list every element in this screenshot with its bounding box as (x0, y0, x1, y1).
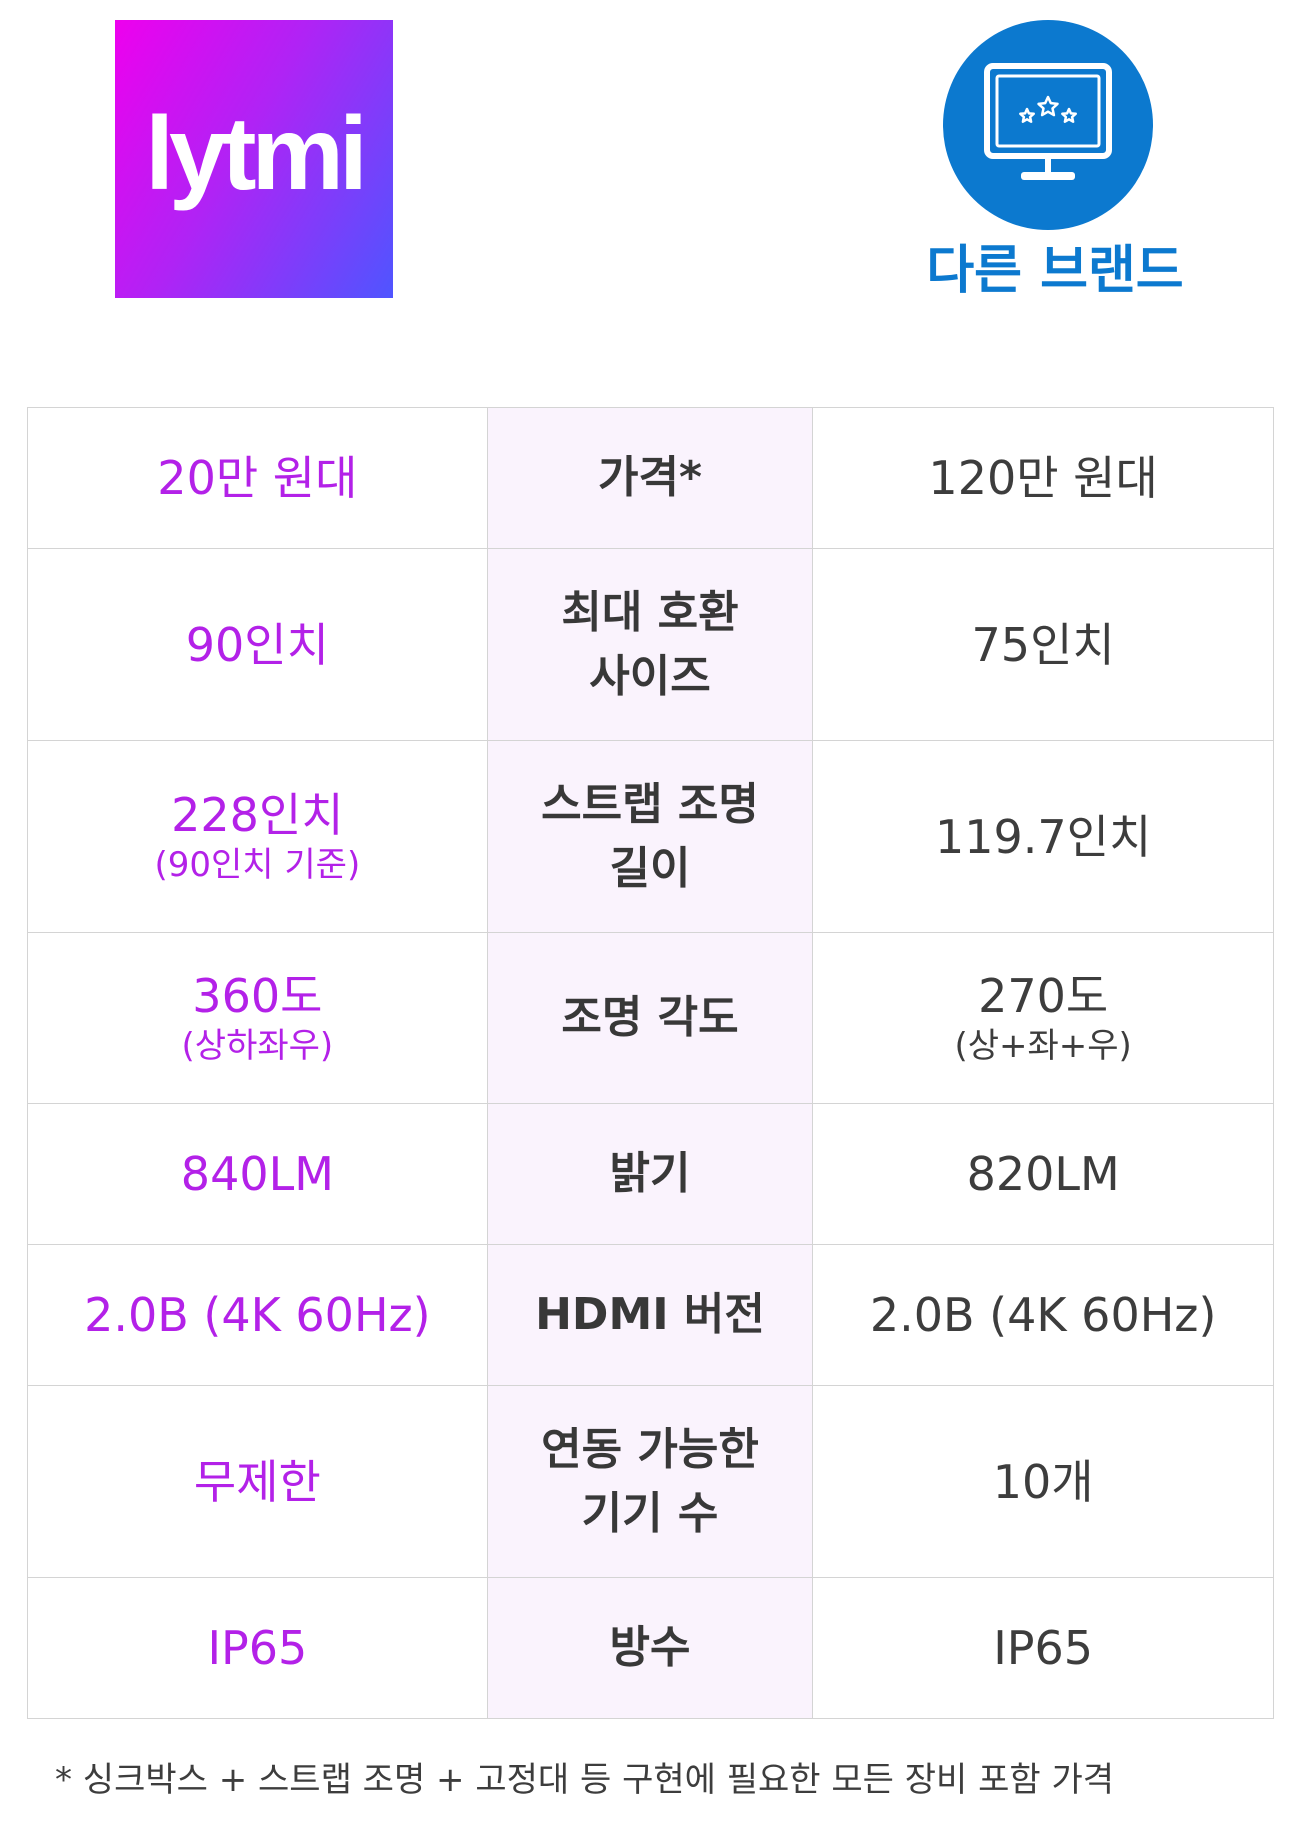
spec-label-text: 밝기 (609, 1148, 691, 1199)
other-value: 270도 (상+좌+우) (812, 932, 1274, 1104)
lytmi-value: 228인치 (90인치 기준) (27, 740, 488, 933)
other-brand-label: 다른 브랜드 (926, 241, 1184, 301)
table-row: 228인치 (90인치 기준) 스트랩 조명 길이 119.7인치 (27, 740, 1274, 933)
other-value-main: IP65 (993, 1621, 1094, 1675)
table-row: 무제한 연동 가능한 기기 수 10개 (27, 1385, 1274, 1578)
other-value-note: (상+좌+우) (954, 1026, 1132, 1066)
lytmi-value: 2.0B (4K 60Hz) (27, 1244, 488, 1386)
other-value: 120만 원대 (812, 407, 1274, 549)
lytmi-value-main: 360도 (192, 969, 323, 1023)
lytmi-value: 360도 (상하좌우) (27, 932, 488, 1104)
table-row: 360도 (상하좌우) 조명 각도 270도 (상+좌+우) (27, 932, 1274, 1104)
comparison-table: 20만 원대 가격* 120만 원대 90인치 최대 호환 사이즈 75인치 2… (27, 407, 1274, 1719)
spec-label: 연동 가능한 기기 수 (486, 1385, 814, 1578)
lytmi-value: IP65 (27, 1577, 488, 1719)
monitor-stars-icon (984, 63, 1112, 180)
other-value-main: 2.0B (4K 60Hz) (869, 1288, 1217, 1342)
other-value: 2.0B (4K 60Hz) (812, 1244, 1274, 1386)
spec-label: HDMI 버전 (486, 1244, 814, 1386)
lytmi-value-main: 20만 원대 (157, 451, 358, 505)
lytmi-logo-text: lytmi (145, 96, 368, 212)
spec-label-line2: 기기 수 (581, 1487, 719, 1539)
other-value-main: 270도 (978, 969, 1109, 1023)
other-value: 75인치 (812, 548, 1274, 741)
lytmi-value-main: 2.0B (4K 60Hz) (84, 1288, 431, 1342)
spec-label: 조명 각도 (486, 932, 814, 1104)
other-value-main: 119.7인치 (934, 809, 1152, 864)
lytmi-value-main: IP65 (207, 1621, 308, 1675)
spec-label-text: 방수 (609, 1622, 691, 1673)
spec-label: 밝기 (486, 1103, 814, 1245)
spec-label-line2: 사이즈 (589, 650, 711, 702)
other-value-main: 75인치 (971, 617, 1115, 672)
spec-label-text: 조명 각도 (561, 992, 739, 1043)
spec-label-line1: 연동 가능한 (541, 1423, 759, 1475)
lytmi-logo: lytmi (115, 20, 393, 298)
lytmi-value: 무제한 (27, 1385, 488, 1578)
spec-label: 스트랩 조명 길이 (486, 740, 814, 933)
lytmi-value-main: 840LM (180, 1147, 334, 1201)
other-value-main: 820LM (966, 1147, 1120, 1201)
lytmi-value: 90인치 (27, 548, 488, 741)
lytmi-value-note: (상하좌우) (181, 1026, 334, 1066)
table-row: 840LM 밝기 820LM (27, 1103, 1274, 1245)
spec-label-line1: 최대 호환 (561, 586, 739, 638)
other-value: 10개 (812, 1385, 1274, 1578)
lytmi-value-main: 무제한 (193, 1454, 321, 1509)
lytmi-value-main: 90인치 (185, 617, 329, 672)
lytmi-value-main: 228인치 (171, 787, 344, 842)
spec-label-line2: 길이 (609, 842, 691, 894)
spec-label: 방수 (486, 1577, 814, 1719)
other-value-main: 120만 원대 (928, 451, 1158, 505)
other-brand-badge (943, 20, 1153, 230)
spec-label-text: HDMI 버전 (535, 1289, 765, 1340)
spec-label: 최대 호환 사이즈 (486, 548, 814, 741)
lytmi-value: 840LM (27, 1103, 488, 1245)
other-value: IP65 (812, 1577, 1274, 1719)
spec-label: 가격* (486, 407, 814, 549)
footnote: * 싱크박스 + 스트랩 조명 + 고정대 등 구현에 필요한 모든 장비 포함… (55, 1760, 1115, 1800)
lytmi-value: 20만 원대 (27, 407, 488, 549)
table-row: IP65 방수 IP65 (27, 1577, 1274, 1719)
other-value: 820LM (812, 1103, 1274, 1245)
table-row: 20만 원대 가격* 120만 원대 (27, 407, 1274, 549)
lytmi-value-note: (90인치 기준) (154, 844, 361, 885)
table-row: 2.0B (4K 60Hz) HDMI 버전 2.0B (4K 60Hz) (27, 1244, 1274, 1386)
spec-label-text: 가격* (598, 452, 702, 503)
other-value-main: 10개 (992, 1454, 1094, 1509)
spec-label-line1: 스트랩 조명 (541, 778, 759, 830)
table-row: 90인치 최대 호환 사이즈 75인치 (27, 548, 1274, 741)
other-value: 119.7인치 (812, 740, 1274, 933)
